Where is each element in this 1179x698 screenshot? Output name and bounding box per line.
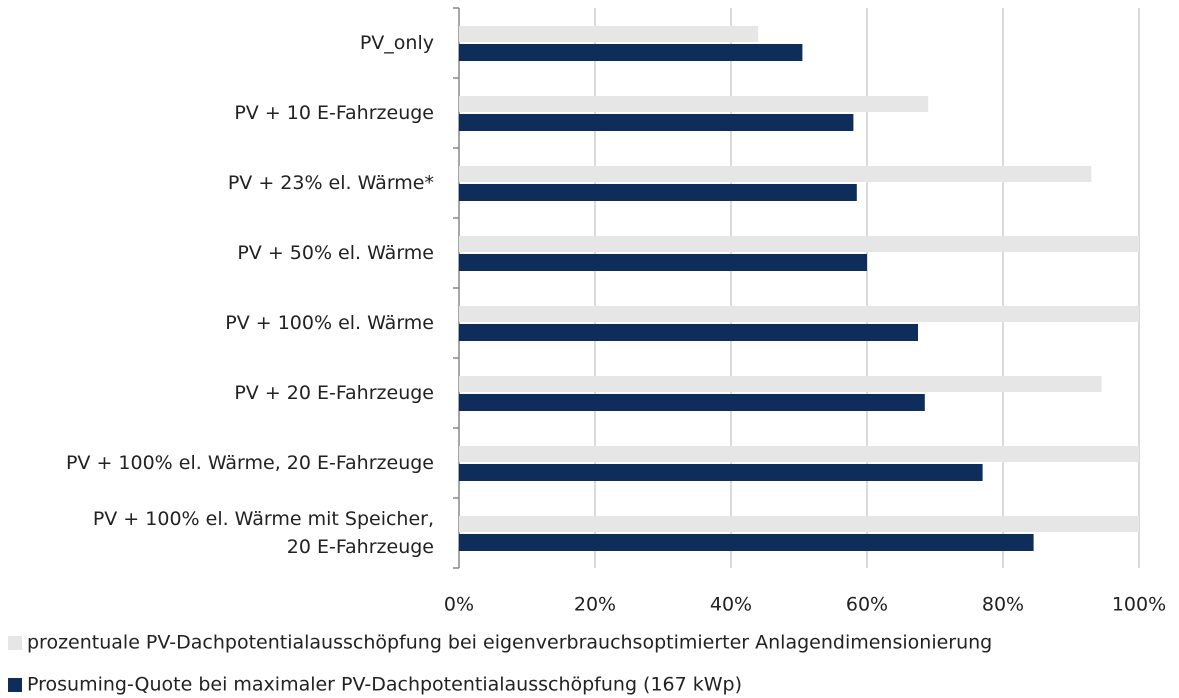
- x-tick-label: 40%: [710, 594, 752, 616]
- y-tick-label: PV_only: [360, 32, 434, 54]
- bar: [459, 166, 1092, 182]
- bar: [459, 184, 857, 201]
- y-tick-label: PV + 10 E-Fahrzeuge: [234, 102, 434, 124]
- y-tick-label: PV + 100% el. Wärme, 20 E-Fahrzeuge: [66, 452, 434, 474]
- bar: [459, 44, 803, 61]
- x-tick-label: 80%: [982, 594, 1024, 616]
- y-tick-label: PV + 20 E-Fahrzeuge: [234, 382, 434, 404]
- bar: [459, 534, 1034, 551]
- y-tick-label: PV + 100% el. Wärme: [225, 312, 434, 334]
- bar: [459, 516, 1139, 532]
- bar: [459, 26, 759, 42]
- y-tick-label: PV + 100% el. Wärme mit Speicher, 20 E-Fa…: [93, 508, 434, 558]
- y-tick-label: PV + 23% el. Wärme*: [228, 172, 434, 194]
- legend-swatch: [8, 636, 22, 650]
- legend-label: prozentuale PV-Dachpotentialausschöpfung…: [27, 632, 992, 654]
- bar: [459, 96, 929, 112]
- bar: [459, 306, 1139, 322]
- x-tick-label: 60%: [846, 594, 888, 616]
- x-tick-label: 20%: [574, 594, 616, 616]
- bar: [459, 236, 1139, 252]
- bar: [459, 446, 1139, 462]
- x-tick-label: 0%: [444, 594, 474, 616]
- legend-swatch: [8, 678, 22, 692]
- y-tick-label: PV + 50% el. Wärme: [237, 242, 434, 264]
- bar: [459, 324, 918, 341]
- bar: [459, 376, 1102, 392]
- legend-label: Prosuming-Quote bei maximaler PV-Dachpot…: [27, 674, 742, 696]
- bar: [459, 394, 925, 411]
- bar: [459, 114, 854, 131]
- x-tick-label: 100%: [1112, 594, 1166, 616]
- bar: [459, 254, 867, 271]
- bar: [459, 464, 983, 481]
